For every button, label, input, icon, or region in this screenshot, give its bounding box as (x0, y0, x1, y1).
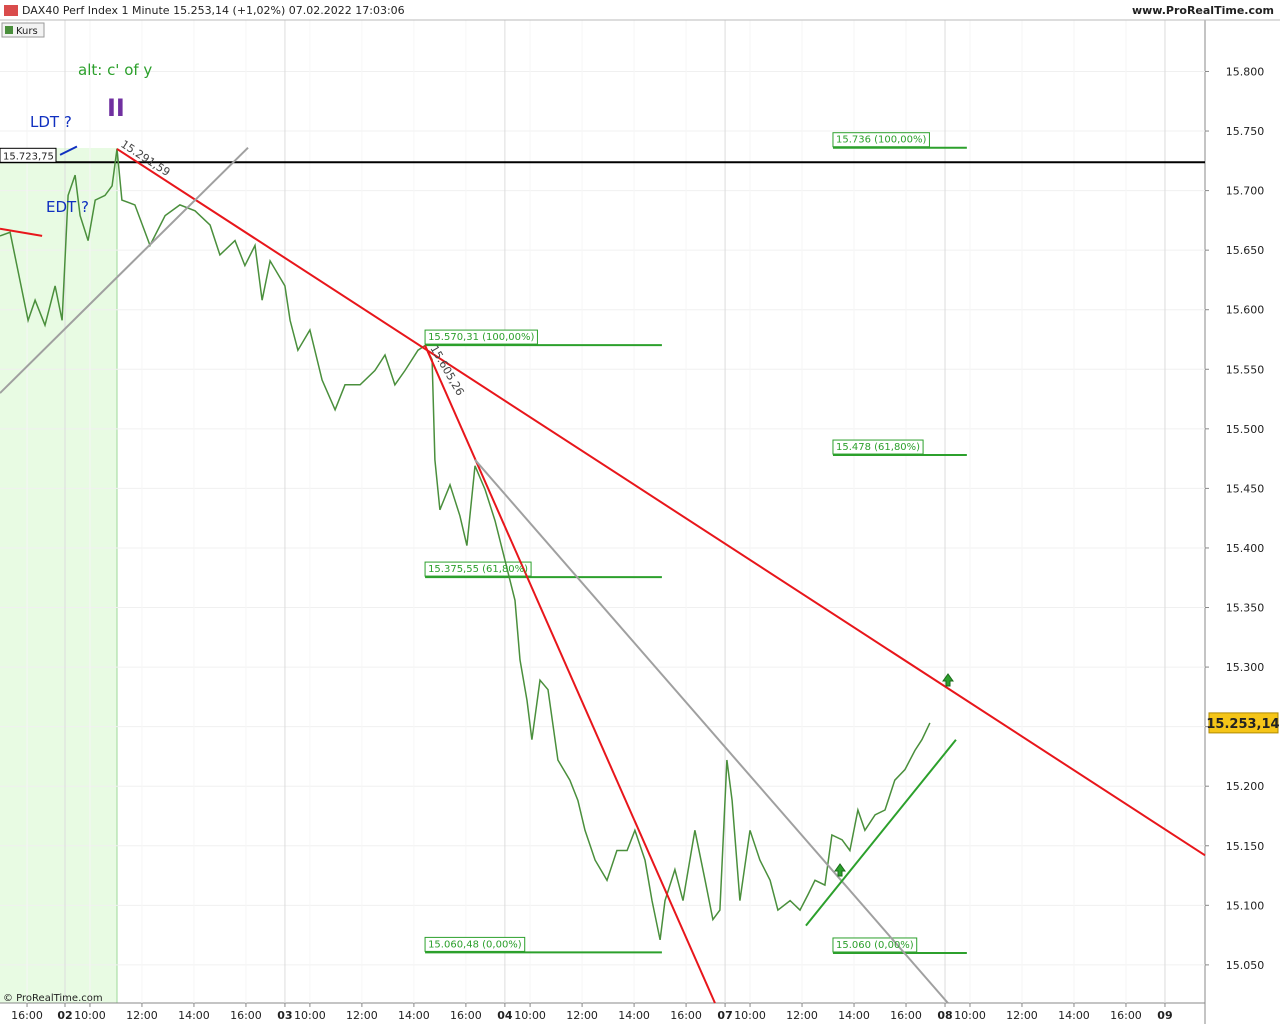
x-tick-label: 16:00 (890, 1009, 922, 1022)
x-tick-label: 12:00 (1006, 1009, 1038, 1022)
x-tick-label: 10:00 (954, 1009, 986, 1022)
fib-label-box (424, 936, 526, 952)
fib-label: 15.478 (61,80%) (836, 442, 920, 453)
fib-label: 15.060 (0,00%) (836, 940, 914, 951)
fib-label-box (832, 439, 924, 455)
price-line (0, 148, 931, 941)
last-price-label: 15.253,14 (1206, 717, 1279, 732)
y-tick-label: 15.800 (1226, 65, 1265, 78)
x-tick-label: 14:00 (838, 1009, 870, 1022)
trendline (116, 148, 1206, 857)
fib-label: 15.570,31 (100,00%) (428, 332, 534, 343)
highlight-zone (0, 148, 117, 1003)
y-tick-label: 15.100 (1226, 899, 1265, 912)
y-tick-label: 15.300 (1226, 661, 1265, 674)
fib-label: 15.736 (100,00%) (836, 135, 927, 146)
y-tick-label: 15.750 (1226, 125, 1265, 138)
trendline (474, 459, 949, 1004)
y-tick-label: 15.700 (1226, 185, 1265, 198)
header-bar (0, 0, 1280, 20)
fib-label-box (424, 561, 532, 577)
trendline (59, 145, 78, 156)
trendline (0, 146, 249, 394)
x-tick-label: 02 (57, 1009, 72, 1022)
trendline (805, 739, 957, 927)
trendline (424, 345, 716, 1004)
fib-label: 15.375,55 (61,80%) (428, 564, 528, 575)
legend-label: Kurs (16, 26, 38, 37)
y-tick-label: 15.550 (1226, 363, 1265, 376)
annotation: II (107, 94, 125, 122)
y-tick-label: 15.450 (1226, 482, 1265, 495)
x-tick-label: 16:00 (450, 1009, 482, 1022)
fib-label-box (424, 329, 538, 345)
app-icon (4, 5, 18, 16)
x-tick-label: 12:00 (126, 1009, 158, 1022)
y-tick-label: 15.600 (1226, 304, 1265, 317)
x-tick-label: 10:00 (294, 1009, 326, 1022)
last-price-box (1208, 712, 1279, 734)
x-tick-label: 10:00 (74, 1009, 106, 1022)
header-site: www.ProRealTime.com (1132, 4, 1274, 17)
copyright: © ProRealTime.com (3, 993, 103, 1004)
y-tick-label: 15.150 (1226, 840, 1265, 853)
y-tick-label: 15.050 (1226, 959, 1265, 972)
reference-label: 15.723,75 (3, 151, 54, 162)
x-tick-label: 10:00 (514, 1009, 546, 1022)
arrow-icon (834, 863, 846, 877)
x-tick-label: 14:00 (618, 1009, 650, 1022)
x-tick-label: 09 (1157, 1009, 1172, 1022)
annotation: EDT ? (46, 198, 89, 216)
arrow-icon (942, 673, 954, 687)
header-title: DAX40 Perf Index 1 Minute 15.253,14 (+1,… (22, 4, 405, 17)
x-tick-label: 14:00 (178, 1009, 210, 1022)
x-tick-label: 12:00 (346, 1009, 378, 1022)
fib-label-box (832, 937, 918, 953)
y-tick-label: 15.500 (1226, 423, 1265, 436)
x-tick-label: 03 (277, 1009, 292, 1022)
x-tick-label: 16:00 (11, 1009, 43, 1022)
x-tick-label: 08 (937, 1009, 952, 1022)
x-tick-label: 14:00 (1058, 1009, 1090, 1022)
legend-swatch (5, 26, 13, 34)
x-tick-label: 16:00 (230, 1009, 262, 1022)
x-tick-label: 12:00 (786, 1009, 818, 1022)
x-tick-label: 12:00 (566, 1009, 598, 1022)
x-tick-label: 10:00 (734, 1009, 766, 1022)
trendline (0, 227, 43, 237)
annotation: LDT ? (30, 113, 72, 131)
fib-label: 15.060,48 (0,00%) (428, 939, 522, 950)
y-tick-label: 15.650 (1226, 244, 1265, 257)
x-tick-label: 16:00 (670, 1009, 702, 1022)
y-tick-label: 15.200 (1226, 780, 1265, 793)
x-tick-label: 07 (717, 1009, 732, 1022)
x-tick-label: 14:00 (398, 1009, 430, 1022)
y-tick-label: 15.350 (1226, 602, 1265, 615)
x-tick-label: 04 (497, 1009, 513, 1022)
fib-label-box (832, 132, 930, 148)
reference-label-box (0, 147, 57, 163)
x-tick-label: 16:00 (1110, 1009, 1142, 1022)
annotation: alt: c' of y (78, 61, 152, 79)
y-tick-label: 15.400 (1226, 542, 1265, 555)
